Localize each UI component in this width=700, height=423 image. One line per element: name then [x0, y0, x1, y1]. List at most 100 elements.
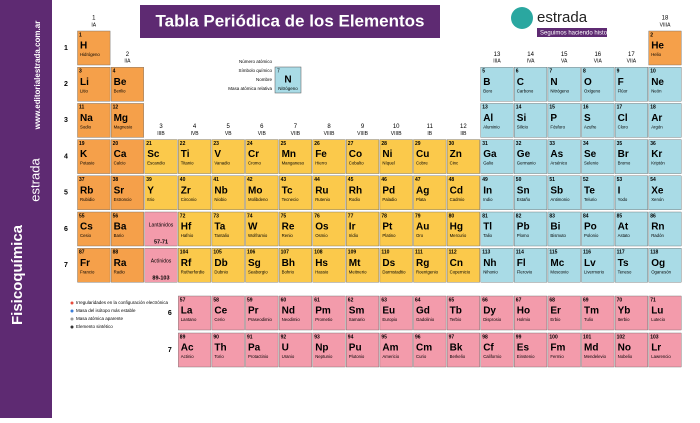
- element-name: Galio: [483, 161, 494, 166]
- element-symbol: Sm: [349, 306, 365, 317]
- atomic-number: 91: [247, 334, 253, 340]
- element-name: Hidrógeno: [80, 52, 100, 57]
- element-cell: [178, 332, 212, 368]
- element-cell: [110, 103, 144, 138]
- atomic-number: 46: [381, 177, 387, 183]
- element-cell: [648, 211, 682, 247]
- element-cell: [312, 332, 346, 368]
- atomic-number: 40: [180, 177, 186, 183]
- element-cell: [648, 332, 682, 368]
- element-symbol: Bh: [282, 258, 295, 269]
- element-symbol: O: [584, 77, 592, 88]
- element-name: Californio: [483, 354, 502, 359]
- period-number: 7: [64, 262, 68, 269]
- slogan: Seguimos haciendo historia: [540, 31, 614, 37]
- element-name: Talio: [483, 233, 492, 238]
- element-name: Cobre: [416, 161, 428, 166]
- element-cell: [547, 103, 581, 138]
- atomic-number: 55: [79, 213, 85, 219]
- element-symbol: Ds: [382, 258, 395, 269]
- element-cell: [211, 175, 245, 211]
- atomic-number: 57: [180, 297, 186, 303]
- element-name: Fermio: [550, 354, 564, 359]
- period-number: 4: [64, 153, 68, 160]
- key-symbol: N: [284, 75, 291, 86]
- atomic-number: 62: [348, 297, 354, 303]
- element-cell: [278, 247, 312, 283]
- element-cell: [514, 211, 548, 247]
- element-name: Circonio: [181, 197, 197, 202]
- element-name: Antimonio: [550, 197, 570, 202]
- element-cell: [312, 175, 346, 211]
- group-number: 8: [327, 124, 331, 130]
- element-name: Yodo: [618, 197, 628, 202]
- element-name: Prometio: [315, 317, 333, 322]
- element-cell: [110, 66, 144, 102]
- element-symbol: Xe: [651, 185, 664, 196]
- atomic-number: 86: [650, 213, 656, 219]
- element-name: Bario: [114, 233, 125, 238]
- element-name: Helio: [651, 52, 661, 57]
- element-symbol: Cn: [450, 258, 463, 269]
- element-symbol: Cm: [416, 343, 432, 354]
- element-cell: [379, 332, 413, 368]
- element-cell: [211, 247, 245, 283]
- element-cell: [648, 175, 682, 211]
- element-name: Rubidio: [80, 197, 95, 202]
- atomic-number: 52: [583, 177, 589, 183]
- element-name: Xenón: [651, 197, 664, 202]
- atomic-number: 96: [415, 334, 421, 340]
- element-name: Cromo: [248, 161, 262, 166]
- group-number: 14: [527, 52, 534, 58]
- element-symbol: Ts: [618, 258, 629, 269]
- element-symbol: Se: [584, 149, 597, 160]
- element-cell: [480, 103, 514, 138]
- element-name: Fósforo: [550, 125, 565, 130]
- element-symbol: Hf: [181, 222, 192, 233]
- atomic-number: 72: [180, 213, 186, 219]
- atomic-number: 7: [549, 69, 552, 75]
- atomic-number: 110: [381, 250, 389, 256]
- group-roman: VIIIB: [357, 131, 369, 137]
- element-cell: [312, 295, 346, 331]
- atomic-number: 25: [281, 141, 287, 147]
- element-symbol: Bi: [550, 222, 560, 233]
- element-cell: [178, 139, 212, 174]
- element-name: Americio: [382, 354, 399, 359]
- element-symbol: Hg: [450, 222, 463, 233]
- element-cell: [413, 211, 447, 247]
- element-symbol: Pm: [315, 306, 331, 317]
- element-name: Berkelio: [450, 354, 466, 359]
- element-name: Boro: [483, 88, 493, 93]
- element-name: Nitrógeno: [550, 88, 569, 93]
- element-cell: [648, 295, 682, 331]
- element-cell: [446, 295, 480, 331]
- group-number: 6: [260, 124, 264, 130]
- element-cell: [245, 295, 279, 331]
- atomic-number: 26: [314, 141, 320, 147]
- element-symbol: Cl: [618, 113, 628, 124]
- element-cell: [178, 295, 212, 331]
- element-name: Uranio: [282, 354, 295, 359]
- legend-marker: [70, 309, 74, 313]
- element-cell: [312, 139, 346, 174]
- element-name: Itrio: [147, 197, 155, 202]
- sidebar: [0, 0, 52, 418]
- element-name: Iterbio: [618, 317, 631, 322]
- element-name: Sodio: [80, 125, 92, 130]
- element-cell: [480, 139, 514, 174]
- atomic-number: 112: [449, 250, 457, 256]
- atomic-number: 58: [213, 297, 219, 303]
- group-roman: IIIB: [157, 131, 165, 137]
- element-name: Copernicio: [450, 269, 471, 274]
- element-symbol: Ca: [114, 149, 127, 160]
- element-cell: [581, 103, 615, 138]
- element-name: Vanadio: [214, 161, 230, 166]
- element-name: Hassio: [315, 269, 329, 274]
- atomic-number: 95: [381, 334, 387, 340]
- element-cell: [312, 247, 346, 283]
- atomic-number: 107: [281, 250, 290, 256]
- element-cell: [312, 211, 346, 247]
- element-symbol: Sn: [517, 185, 530, 196]
- element-name: Plata: [416, 197, 426, 202]
